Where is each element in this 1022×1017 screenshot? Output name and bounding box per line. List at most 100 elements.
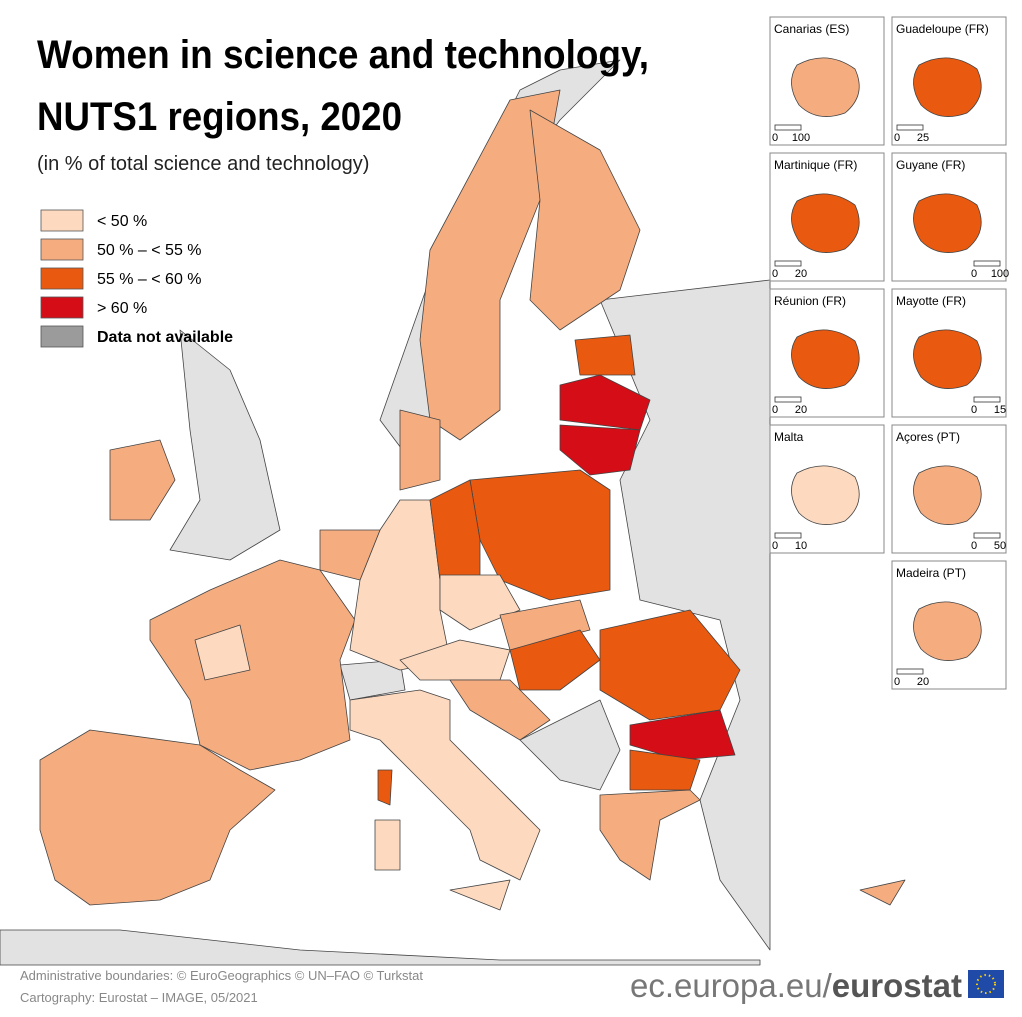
subtitle: (in % of total science and technology)	[37, 153, 369, 175]
sicily	[449, 879, 511, 911]
scale-label: 0	[971, 540, 977, 552]
inset: Guyane (FR) 0 100	[891, 152, 1009, 282]
scale-bar	[774, 260, 802, 267]
legend-swatch	[40, 209, 84, 232]
latvia	[559, 374, 651, 431]
legend-label: > 60 %	[97, 300, 147, 317]
inset-region	[791, 57, 860, 117]
inset-frame	[769, 16, 885, 146]
iberia	[39, 729, 276, 906]
scale-label: 0	[772, 132, 778, 144]
balkans	[519, 699, 621, 791]
italy	[349, 689, 541, 881]
ireland	[109, 439, 176, 521]
scale-bar	[774, 532, 802, 539]
scale-label: 0	[772, 404, 778, 416]
inset-title: Réunion (FR)	[774, 294, 846, 308]
scale-bar	[896, 668, 924, 675]
germany-east	[429, 479, 481, 581]
title: Women in science and technology, NUTS1 r…	[37, 33, 649, 175]
scale-label: 15	[994, 404, 1006, 416]
inset: Malta 0 10	[769, 424, 885, 554]
credit: Administrative boundaries: © EuroGeograp…	[20, 968, 423, 983]
scale-label: 20	[795, 404, 807, 416]
croatia	[449, 679, 551, 741]
poland	[469, 469, 611, 601]
sweden	[419, 89, 561, 441]
bulgaria	[629, 709, 736, 761]
scale-label: 100	[792, 132, 810, 144]
footer: Administrative boundaries: © EuroGeograp…	[20, 967, 1004, 1005]
africa	[0, 929, 761, 966]
url-brand: eurostat	[832, 967, 962, 1004]
slovakia	[499, 599, 591, 651]
inset: Martinique (FR) 0 20	[769, 152, 885, 282]
scale-label: 0	[971, 268, 977, 280]
inset-title: Guyane (FR)	[896, 158, 965, 172]
legend-label: 55 % – < 60 %	[97, 271, 202, 288]
inset-title: Martinique (FR)	[774, 158, 857, 172]
scale-label: 20	[917, 676, 929, 688]
hungary	[509, 629, 601, 691]
scale-label: 25	[917, 132, 929, 144]
great-britain	[169, 329, 281, 561]
scale-label: 50	[994, 540, 1006, 552]
legend-label: 50 % – < 55 %	[97, 242, 202, 259]
inset: Madeira (PT) 0 20	[891, 560, 1007, 690]
scale-bar	[973, 532, 1001, 539]
corsica	[377, 769, 393, 806]
inset: Açores (PT) 0 50	[891, 424, 1007, 554]
base-map	[0, 59, 906, 966]
denmark	[399, 409, 441, 491]
inset-title: Malta	[774, 430, 804, 444]
inset-region	[913, 193, 982, 253]
inset-title: Canarias (ES)	[774, 22, 849, 36]
inset-title: Madeira (PT)	[896, 566, 966, 580]
inset: Canarias (ES) 0 100	[769, 16, 885, 146]
sardinia	[374, 819, 401, 871]
scale-label: 100	[991, 268, 1009, 280]
greece	[599, 789, 701, 881]
scale-bar	[774, 396, 802, 403]
inset-title: Guadeloupe (FR)	[896, 22, 989, 36]
france-centre	[194, 624, 251, 681]
france	[149, 559, 356, 771]
scale-label: 0	[772, 540, 778, 552]
eu-stars	[976, 974, 996, 994]
inset: Mayotte (FR) 0 15	[891, 288, 1007, 418]
scale-label: 0	[894, 676, 900, 688]
scale-label: 20	[795, 268, 807, 280]
lithuania	[559, 424, 641, 476]
scale-bar	[774, 124, 802, 131]
legend-label: < 50 %	[97, 213, 147, 230]
inset-region	[913, 329, 982, 389]
title-line: NUTS1 regions, 2020	[37, 95, 402, 139]
scale-label: 10	[795, 540, 807, 552]
scale-label: 0	[971, 404, 977, 416]
url-domain: ec.europa.eu/	[630, 967, 833, 1004]
benelux	[319, 529, 381, 581]
inset-region	[913, 465, 982, 525]
inset-title: Açores (PT)	[896, 430, 960, 444]
cyprus	[859, 879, 906, 906]
scale-label: 0	[894, 132, 900, 144]
inset-region	[791, 193, 860, 253]
scale-bar	[973, 396, 1001, 403]
legend: < 50 % 50 % – < 55 % 55 % – < 60 % > 60 % Da…	[40, 209, 233, 348]
estonia	[574, 334, 636, 376]
url: ec.europa.eu/eurostat	[630, 967, 962, 1004]
scale-bar	[896, 124, 924, 131]
legend-label: Data not available	[97, 329, 233, 346]
inset-region	[913, 601, 982, 661]
credit: Cartography: Eurostat – IMAGE, 05/2021	[20, 990, 258, 1005]
inset-region	[791, 465, 860, 525]
title-line: Women in science and technology,	[37, 33, 649, 77]
inset-title: Mayotte (FR)	[896, 294, 966, 308]
inset-region	[913, 57, 982, 117]
scale-bar	[973, 260, 1001, 267]
legend-swatch	[40, 238, 84, 261]
finland	[529, 109, 641, 331]
inset: Guadeloupe (FR) 0 25	[891, 16, 1007, 146]
